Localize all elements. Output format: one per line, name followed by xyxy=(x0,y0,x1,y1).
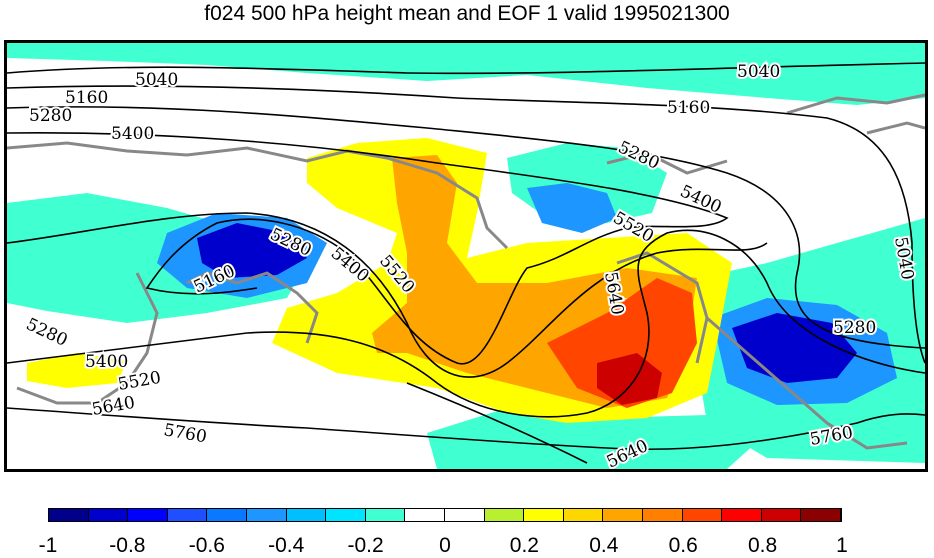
colorbar-cell xyxy=(207,509,247,521)
contour-5760-line xyxy=(7,407,925,451)
colorbar-cell xyxy=(642,509,683,521)
colorbar-tick-label: 1 xyxy=(836,534,848,557)
colorbar-tick-label: 0.6 xyxy=(668,534,698,557)
colorbar-cell xyxy=(484,509,525,521)
colorbar-cell xyxy=(88,509,129,521)
colorbar-cell xyxy=(365,509,406,521)
contour-label: 5760 xyxy=(162,420,208,447)
colorbar-cell xyxy=(603,509,643,521)
shade-darkred-core xyxy=(597,353,662,405)
colorbar-cell xyxy=(286,509,327,521)
colorbar-cell xyxy=(801,509,841,521)
shade-darkblue-west xyxy=(197,223,307,278)
contour-5160-line xyxy=(7,85,925,364)
contour-label: 5400 xyxy=(111,124,154,144)
shade-yellow-sw xyxy=(27,353,127,388)
colorbar-cell xyxy=(563,509,604,521)
colorbar-cell xyxy=(167,509,208,521)
map-title: f024 500 hPa height mean and EOF 1 valid… xyxy=(204,2,730,25)
contour-label: 5640 xyxy=(90,393,136,420)
colorbar-tick-label: -0.8 xyxy=(109,534,146,557)
colorbar-cell xyxy=(524,509,564,521)
map-canvas: 5040 5040 5040 5160 5160 5160 5280 5280 … xyxy=(7,43,925,469)
colorbar-tick-label: 0.4 xyxy=(589,534,619,557)
contour-label: 5160 xyxy=(65,88,108,108)
contour-5040-line xyxy=(7,62,925,75)
contour-label: 5280 xyxy=(23,314,71,350)
colorbar-cell xyxy=(444,509,485,521)
contour-5520-line xyxy=(7,212,768,378)
contour-label: 5040 xyxy=(135,70,178,90)
contour-label: 5280 xyxy=(833,318,876,338)
colorbar-tick-label: -0.4 xyxy=(268,534,305,557)
colorbar-tick-label: -0.2 xyxy=(347,534,384,557)
contour-5640-line xyxy=(7,229,925,418)
colorbar-cell xyxy=(761,509,802,521)
contour-5640-south-line xyxy=(406,382,588,464)
contour-5400-line xyxy=(7,132,729,365)
height-contours xyxy=(7,62,925,464)
map-panel: 5040 5040 5040 5160 5160 5160 5280 5280 … xyxy=(4,40,928,472)
colorbar xyxy=(48,508,842,522)
contour-label: 5040 xyxy=(737,62,780,82)
colorbar-cell xyxy=(326,509,366,521)
eof-shading xyxy=(7,43,925,469)
colorbar-cell xyxy=(405,509,445,521)
colorbar-cell xyxy=(246,509,287,521)
colorbar-cell xyxy=(722,509,762,521)
colorbar-cell xyxy=(682,509,723,521)
colorbar-tick-label: 0 xyxy=(439,534,451,557)
colorbar-cell xyxy=(49,509,89,521)
contour-label: 5400 xyxy=(85,352,128,372)
contour-label: 5400 xyxy=(677,181,725,217)
colorbar-tick-label: -1 xyxy=(38,534,58,557)
colorbar-tick-label: -0.6 xyxy=(188,534,225,557)
colorbar-tick-label: 0.2 xyxy=(509,534,539,557)
contour-5280-line xyxy=(7,106,925,349)
contour-label: 5160 xyxy=(667,98,710,118)
contour-label: 5280 xyxy=(29,106,72,126)
colorbar-cell xyxy=(128,509,168,521)
shade-blue-center xyxy=(527,183,617,233)
shade-cyan-south xyxy=(427,408,767,469)
colorbar-tick-label: 0.8 xyxy=(747,534,778,557)
